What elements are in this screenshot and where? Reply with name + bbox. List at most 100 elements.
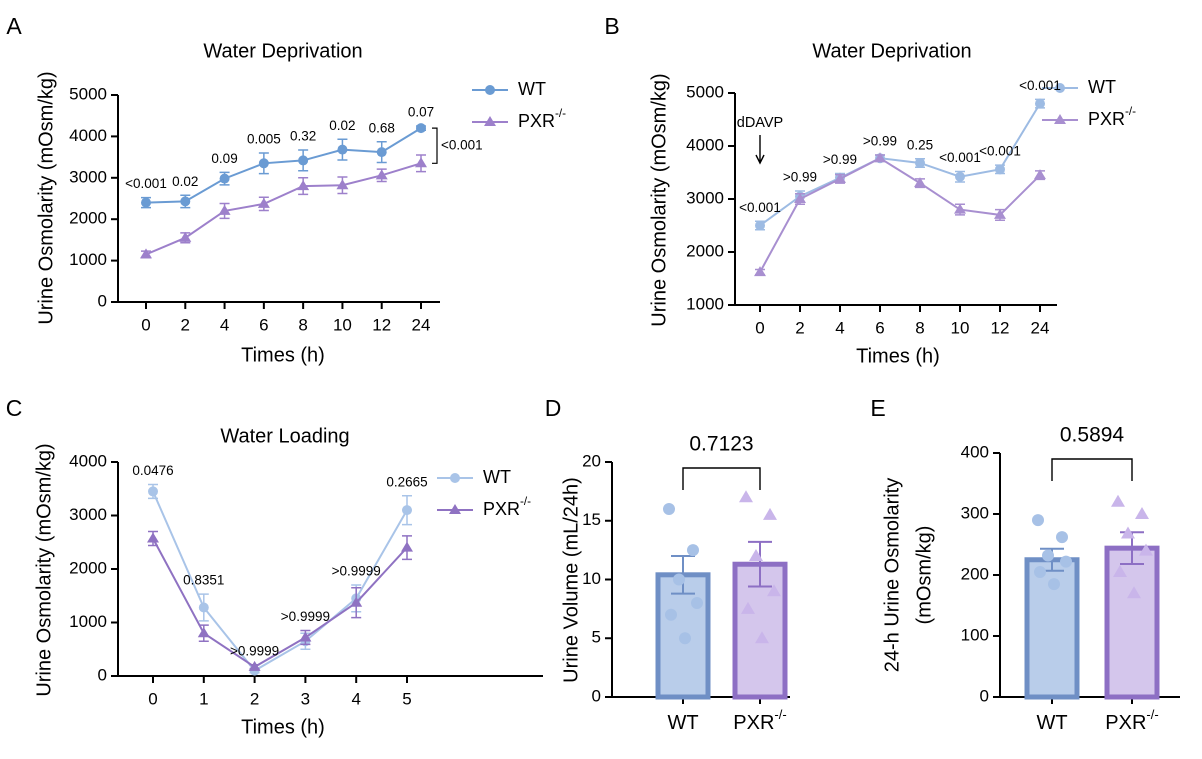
p-value: 0.32 [290, 129, 316, 144]
marker [995, 164, 1005, 175]
x-tick-label: 6 [875, 318, 884, 337]
panel-letter: E [870, 395, 885, 421]
bracket [682, 467, 761, 490]
legend-label: WT [483, 467, 511, 487]
marker [1135, 507, 1149, 519]
marker [1042, 549, 1054, 562]
p-value: 0.68 [369, 120, 395, 135]
marker [415, 157, 427, 168]
marker [350, 596, 363, 607]
marker [691, 597, 703, 609]
series-line [759, 103, 1041, 227]
x-tick-label-sup: -/- [774, 707, 786, 722]
y-tick-label: 20 [582, 451, 601, 470]
series-line [145, 162, 422, 256]
marker [749, 549, 763, 561]
x-tick-label: PXR-/- [1105, 707, 1158, 734]
x-tick-label: 3 [301, 689, 310, 708]
error-bar [748, 540, 772, 588]
marker [485, 85, 495, 95]
marker [298, 155, 309, 166]
y-axis-label: Urine Volume (mL/24h) [560, 477, 582, 683]
marker [450, 473, 460, 483]
p-value: >0.99 [783, 170, 817, 185]
y-tick-label: 0 [98, 291, 107, 310]
marker [915, 157, 925, 168]
marker [1056, 531, 1068, 544]
legend-label: PXR-/- [1088, 105, 1136, 129]
marker [663, 503, 675, 515]
marker [767, 584, 781, 597]
x-tick-label: 4 [220, 315, 229, 334]
marker [1054, 114, 1066, 124]
marker [1034, 565, 1046, 578]
p-value: >0.9999 [230, 643, 279, 658]
marker [179, 231, 192, 242]
p-value: 0.07 [408, 105, 434, 120]
x-tick-label: 5 [402, 689, 411, 708]
y-tick-label: 300 [961, 503, 989, 522]
y-tick-label: 15 [582, 510, 601, 529]
marker [673, 573, 685, 586]
chart-title: Water Loading [220, 425, 349, 447]
panel-letter: C [6, 395, 23, 421]
y-tick-label: 0 [592, 686, 601, 705]
marker [755, 631, 769, 644]
y-tick-label: 2000 [69, 209, 107, 228]
x-tick-label: 4 [351, 689, 360, 708]
legend-label-sup: -/- [520, 495, 531, 508]
marker [219, 173, 230, 184]
bracket [432, 127, 438, 164]
marker [874, 152, 886, 163]
panel-letter: B [604, 13, 619, 39]
y-axis-label: (mOsm/kg) [913, 526, 935, 625]
x-tick-label-base: PXR [1105, 712, 1146, 734]
p-value: 0.7123 [689, 433, 753, 456]
y-tick-label: 4000 [686, 135, 724, 154]
marker [914, 177, 926, 188]
marker [484, 116, 496, 126]
marker [376, 147, 387, 158]
p-value: >0.9999 [281, 609, 330, 624]
marker [297, 180, 310, 191]
marker [955, 171, 965, 182]
p-value: <0.001 [1019, 78, 1061, 93]
x-tick-label-base: WT [667, 712, 698, 734]
x-tick-label-sup: -/- [1146, 707, 1158, 722]
x-tick-label: 10 [951, 318, 970, 337]
p-value: <0.001 [125, 176, 167, 191]
marker [763, 507, 777, 520]
marker [1127, 586, 1141, 599]
y-tick-label: 2000 [69, 558, 107, 577]
legend-label-base: WT [483, 467, 511, 487]
marker [754, 266, 766, 277]
p-value: 0.8351 [183, 573, 224, 588]
marker [416, 123, 426, 134]
y-tick-label: 4000 [69, 126, 107, 145]
marker [1035, 98, 1045, 109]
marker [336, 179, 349, 190]
marker [954, 203, 966, 214]
x-tick-label: WT [1036, 712, 1067, 734]
x-tick-label: 24 [412, 315, 431, 334]
y-tick-label: 0 [980, 686, 989, 705]
y-tick-label: 1000 [686, 294, 724, 313]
legend-label-sup: -/- [1125, 105, 1136, 118]
legend-label: PXR-/- [483, 495, 531, 519]
x-tick-label: 10 [333, 315, 352, 334]
x-tick-label: 1 [199, 689, 208, 708]
y-tick-label: 5000 [686, 82, 724, 101]
legend-label-sup: -/- [555, 107, 566, 120]
x-tick-label: 2 [250, 689, 259, 708]
p-value: 0.005 [247, 132, 281, 147]
marker [180, 196, 191, 207]
marker [218, 204, 231, 215]
p-value: <0.001 [939, 150, 981, 165]
x-tick-label: 12 [991, 318, 1010, 337]
x-tick-label: 0 [141, 315, 150, 334]
p-value: 0.2665 [386, 474, 427, 489]
marker [687, 544, 699, 557]
legend-label-base: PXR [1088, 109, 1125, 129]
marker [375, 169, 388, 180]
